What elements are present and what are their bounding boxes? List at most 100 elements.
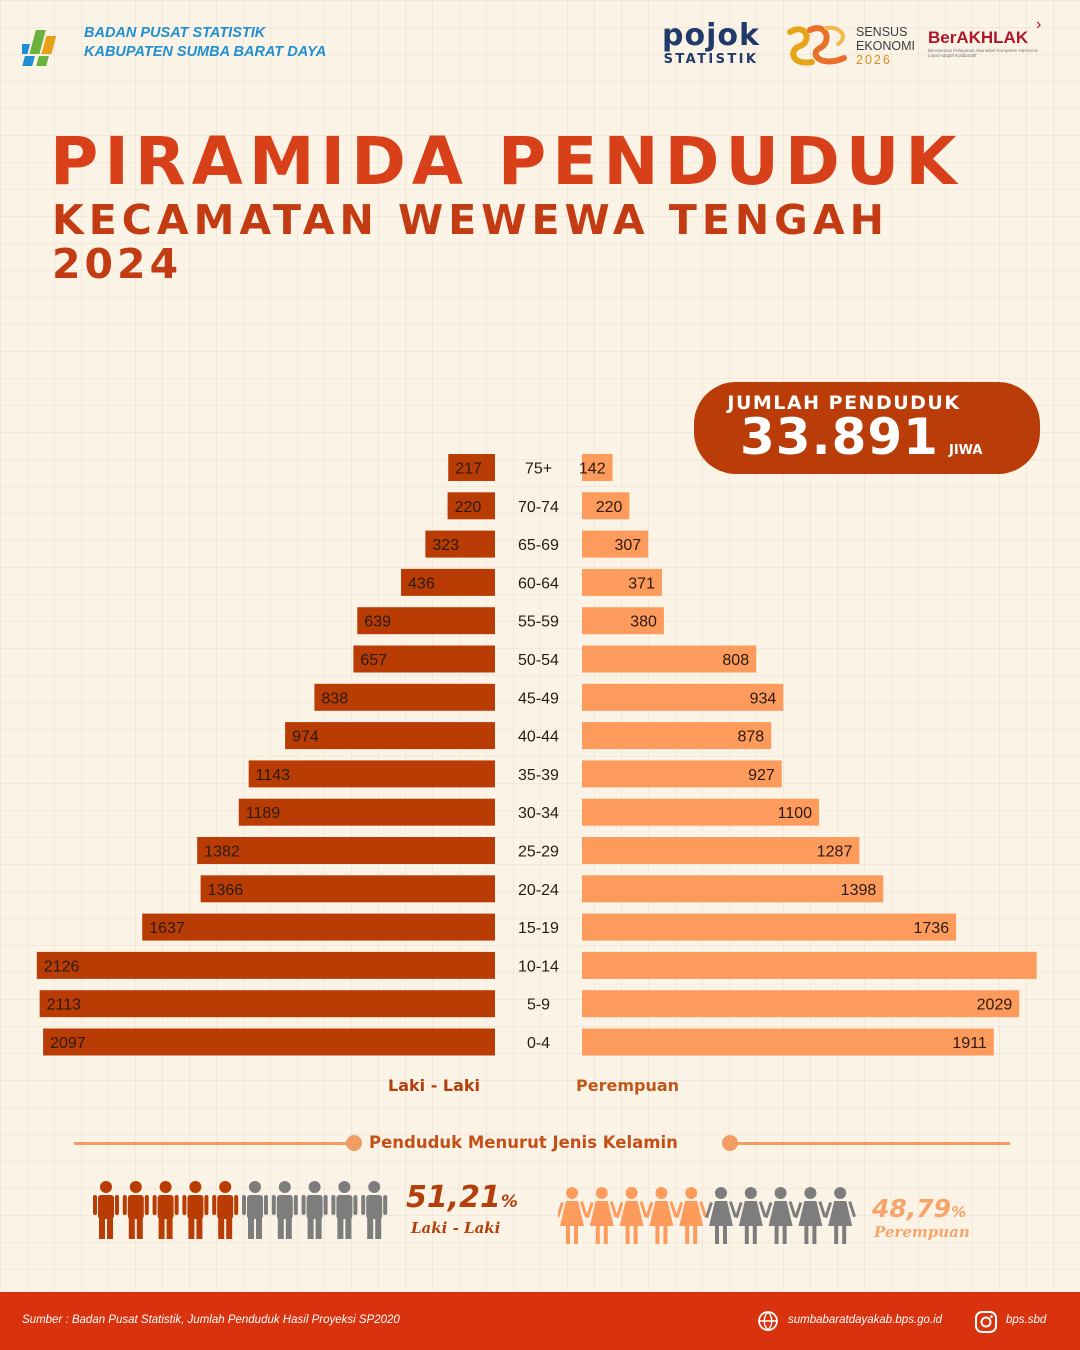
category-label-15-19: 15-19 (518, 920, 559, 937)
male-person-icon-4 (212, 1181, 239, 1239)
sensus-ekonomi-logo (787, 25, 847, 66)
sensus-ekonomi-text: SENSUS EKONOMI 2026 (856, 25, 915, 67)
berakhlak-word: BerAKHLAK (928, 28, 1029, 47)
bar-male-65-69 (425, 530, 495, 558)
label-female-55-59: 380 (630, 614, 657, 631)
category-label-55-59: 55-59 (518, 614, 559, 631)
female-percentage: 48,79% (872, 1194, 966, 1223)
label-female-45-49: 934 (750, 690, 777, 707)
bar-female-30-34 (582, 798, 820, 826)
legend-female: Perempuan (576, 1076, 680, 1095)
website-link[interactable]: sumbabaratdayakab.bps.go.id (788, 1314, 943, 1326)
male-label: Laki - Laki (411, 1219, 501, 1237)
bar-female-35-39 (582, 760, 782, 788)
category-label-40-44: 40-44 (518, 729, 559, 746)
berakhlak-tagline: Berorientasi Pelayanan Akuntabel Kompete… (928, 48, 1038, 58)
category-label-0-4: 0-4 (527, 1035, 550, 1052)
label-male-60-64: 436 (408, 575, 435, 592)
female-person-icon-6 (734, 1187, 767, 1244)
label-male-30-34: 1189 (246, 805, 281, 822)
label-female-25-29: 1287 (817, 844, 853, 861)
category-label-45-49: 45-49 (518, 690, 559, 707)
bar-female-10-14 (582, 951, 1037, 979)
bar-female-20-24 (582, 875, 884, 903)
instagram-icon (975, 1311, 997, 1333)
chevron-right-icon: › (1036, 16, 1042, 33)
bar-male-20-24 (200, 875, 495, 903)
category-label-20-24: 20-24 (518, 882, 559, 899)
bar-male-60-64 (401, 568, 495, 596)
population-pyramid-chart: 217 142 75+ 220 220 70-74 323 307 65-69 436 371 60-… (36, 454, 1037, 1056)
male-person-icon-6 (271, 1181, 298, 1239)
label-female-0-4: 1911 (952, 1035, 987, 1052)
female-pct-value: 48,79 (872, 1194, 952, 1223)
instagram-handle[interactable]: bps.sbd (1006, 1314, 1047, 1326)
bar-male-25-29 (197, 837, 495, 864)
bar-female-0-4 (582, 1028, 994, 1056)
bar-male-30-34 (238, 798, 495, 826)
bar-male-75+ (448, 454, 495, 481)
organization-name: BADAN PUSAT STATISTIK KABUPATEN SUMBA BA… (84, 24, 326, 62)
male-person-icon-5 (242, 1181, 268, 1239)
sensus-text-2: EKONOMI (856, 39, 916, 53)
female-person-icon-7 (764, 1187, 797, 1244)
title-line2: KECAMATAN WEWEWA TENGAH (52, 196, 889, 244)
label-female-30-34: 1100 (778, 805, 813, 822)
bar-female-60-64 (582, 568, 662, 596)
label-female-40-44: 878 (738, 729, 765, 746)
berakhlak-logo: › BerAKHLAK Berorientasi Pelayanan Akunt… (928, 16, 1041, 58)
bar-male-45-49 (314, 683, 495, 711)
category-label-70-74: 70-74 (518, 499, 559, 516)
bar-male-5-9 (39, 990, 495, 1018)
female-person-icon-9 (824, 1187, 856, 1244)
male-pct-value: 51,21 (406, 1180, 501, 1215)
female-person-icons (558, 1187, 856, 1244)
title-line1: PIRAMIDA PENDUDUK (50, 123, 963, 200)
bar-female-15-19 (582, 913, 957, 941)
label-male-50-54: 657 (360, 652, 387, 669)
total-population-unit: JIWA (949, 443, 983, 458)
bar-male-10-14 (36, 951, 496, 979)
bar-female-75+ (582, 454, 613, 481)
label-male-15-19: 1637 (149, 920, 185, 937)
bar-female-55-59 (582, 607, 664, 635)
gender-section-title: Penduduk Menurut Jenis Kelamin (369, 1133, 678, 1152)
male-person-icons (93, 1181, 388, 1239)
male-person-icon-1 (122, 1181, 149, 1239)
bar-male-50-54 (353, 645, 495, 673)
total-population-badge: JUMLAH PENDUDUK 33.891 JIWA (694, 382, 1040, 474)
category-label-35-39: 35-39 (518, 767, 559, 784)
pojok-logo-sub: STATISTIK (663, 52, 759, 67)
pojok-statistik-logo: pojok STATISTIK (662, 18, 760, 68)
pojok-logo-word: pojok (662, 18, 760, 53)
category-label-65-69: 65-69 (518, 537, 559, 554)
divider-line-right (730, 1142, 1010, 1145)
legend-male: Laki - Laki (388, 1076, 481, 1095)
label-female-20-24: 1398 (841, 882, 877, 899)
label-male-55-59: 639 (364, 614, 391, 631)
label-male-40-44: 974 (292, 729, 319, 746)
label-female-5-9: 2029 (977, 997, 1013, 1014)
bar-male-55-59 (357, 607, 495, 635)
female-person-icon-4 (675, 1187, 707, 1244)
female-label: Perempuan (874, 1223, 970, 1241)
label-male-20-24: 1366 (208, 882, 244, 899)
label-female-75+: 142 (579, 461, 606, 478)
female-person-icon-8 (794, 1187, 827, 1244)
label-male-35-39: 1143 (256, 767, 291, 784)
label-male-45-49: 838 (321, 690, 348, 707)
bar-male-35-39 (248, 760, 495, 788)
female-person-icon-3 (645, 1187, 678, 1244)
category-label-25-29: 25-29 (518, 844, 559, 861)
sensus-text-1: SENSUS (856, 25, 908, 39)
category-label-75+: 75+ (525, 461, 552, 478)
male-person-icon-3 (182, 1181, 209, 1239)
footer-bar: Sumber : Badan Pusat Statistik, Jumlah P… (0, 1292, 1080, 1350)
female-person-icon-5 (705, 1187, 737, 1244)
male-person-icon-2 (152, 1181, 179, 1239)
bar-female-70-74 (582, 492, 630, 520)
bar-male-0-4 (43, 1028, 496, 1056)
divider-dot-left (346, 1135, 362, 1151)
bar-female-25-29 (582, 837, 860, 864)
total-population-label: JUMLAH PENDUDUK (727, 392, 961, 414)
